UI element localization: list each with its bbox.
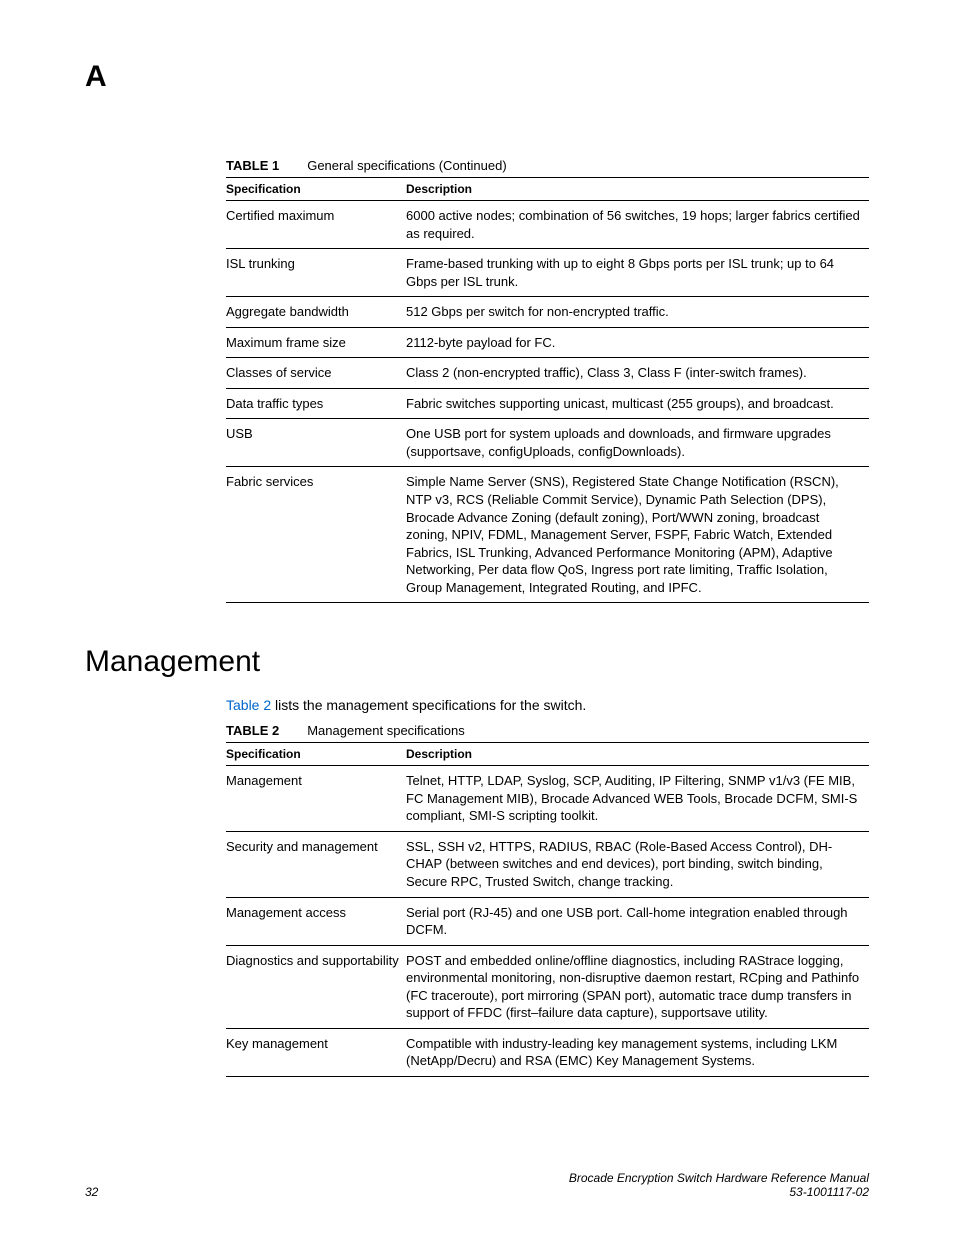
desc-cell: POST and embedded online/offline diagnos… [406,945,869,1028]
table-row: USBOne USB port for system uploads and d… [226,419,869,467]
table1-block: TABLE 1 General specifications (Continued… [226,158,869,603]
desc-cell: SSL, SSH v2, HTTPS, RADIUS, RBAC (Role-B… [406,831,869,897]
spec-cell: Aggregate bandwidth [226,297,406,328]
spec-cell: Certified maximum [226,201,406,249]
section-heading: Management [85,645,869,679]
table-row: Security and managementSSL, SSH v2, HTTP… [226,831,869,897]
desc-cell: Fabric switches supporting unicast, mult… [406,388,869,419]
table2-block: TABLE 2 Management specifications Specifi… [226,723,869,1077]
table-row: Aggregate bandwidth512 Gbps per switch f… [226,297,869,328]
table-row: Certified maximum6000 active nodes; comb… [226,201,869,249]
desc-cell: 2112-byte payload for FC. [406,327,869,358]
desc-cell: Frame-based trunking with up to eight 8 … [406,249,869,297]
table2-title: Management specifications [307,723,465,738]
table-row: Maximum frame size2112-byte payload for … [226,327,869,358]
spec-cell: Management access [226,897,406,945]
table1-title: General specifications (Continued) [307,158,506,173]
desc-cell: 6000 active nodes; combination of 56 swi… [406,201,869,249]
table-row: Fabric servicesSimple Name Server (SNS),… [226,467,869,603]
section-intro: Table 2 lists the management specificati… [226,697,869,713]
doc-number: 53-1001117-02 [569,1185,869,1199]
table2-link[interactable]: Table 2 [226,697,271,713]
desc-cell: Compatible with industry-leading key man… [406,1028,869,1076]
manual-title: Brocade Encryption Switch Hardware Refer… [569,1171,869,1185]
section-intro-rest: lists the management specifications for … [271,697,586,713]
spec-cell: Data traffic types [226,388,406,419]
table1-caption: TABLE 1 General specifications (Continued… [226,158,869,173]
table1-label: TABLE 1 [226,158,279,173]
table2: Specification Description ManagementTeln… [226,742,869,1077]
table-row: ManagementTelnet, HTTP, LDAP, Syslog, SC… [226,766,869,832]
spec-cell: Diagnostics and supportability [226,945,406,1028]
desc-cell: 512 Gbps per switch for non-encrypted tr… [406,297,869,328]
table-row: ISL trunkingFrame-based trunking with up… [226,249,869,297]
table-row: Classes of serviceClass 2 (non-encrypted… [226,358,869,389]
table2-label: TABLE 2 [226,723,279,738]
spec-cell: Maximum frame size [226,327,406,358]
spec-cell: Management [226,766,406,832]
spec-cell: Security and management [226,831,406,897]
appendix-letter: A [85,60,869,94]
table2-header-desc: Description [406,743,869,766]
spec-cell: ISL trunking [226,249,406,297]
table1-header-spec: Specification [226,178,406,201]
page-number: 32 [85,1185,98,1199]
table1-header-desc: Description [406,178,869,201]
desc-cell: One USB port for system uploads and down… [406,419,869,467]
table-row: Data traffic typesFabric switches suppor… [226,388,869,419]
spec-cell: Fabric services [226,467,406,603]
spec-cell: USB [226,419,406,467]
table-row: Diagnostics and supportabilityPOST and e… [226,945,869,1028]
table1: Specification Description Certified maxi… [226,177,869,603]
spec-cell: Classes of service [226,358,406,389]
desc-cell: Telnet, HTTP, LDAP, Syslog, SCP, Auditin… [406,766,869,832]
footer: 32 Brocade Encryption Switch Hardware Re… [85,1171,869,1199]
spec-cell: Key management [226,1028,406,1076]
table-row: Management accessSerial port (RJ-45) and… [226,897,869,945]
table2-header-spec: Specification [226,743,406,766]
table2-caption: TABLE 2 Management specifications [226,723,869,738]
desc-cell: Simple Name Server (SNS), Registered Sta… [406,467,869,603]
desc-cell: Serial port (RJ-45) and one USB port. Ca… [406,897,869,945]
table-row: Key managementCompatible with industry-l… [226,1028,869,1076]
desc-cell: Class 2 (non-encrypted traffic), Class 3… [406,358,869,389]
